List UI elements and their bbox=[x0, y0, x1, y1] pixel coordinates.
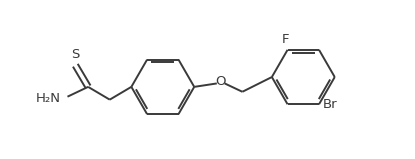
Text: S: S bbox=[71, 48, 80, 61]
Text: H₂N: H₂N bbox=[36, 92, 61, 105]
Text: F: F bbox=[282, 33, 289, 46]
Text: Br: Br bbox=[323, 98, 337, 111]
Text: O: O bbox=[215, 76, 226, 88]
